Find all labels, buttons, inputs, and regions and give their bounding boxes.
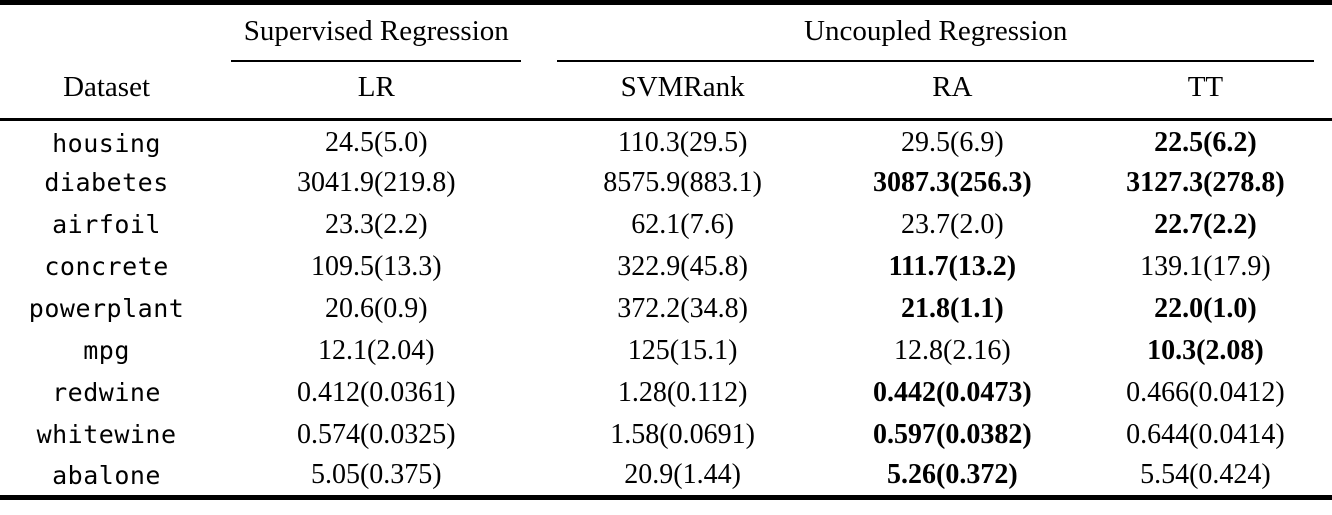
result-value: 8575.9(883.1) [603,166,762,198]
dataset-name: powerplant [28,294,185,323]
table-row: redwine 0.412(0.0361) 1.28(0.112) 0.442(0.0… [0,372,1332,414]
table-row: diabetes 3041.9(219.8) 8575.9(883.1) 3087.3… [0,162,1332,204]
table-row: concrete 109.5(13.3) 322.9(45.8) 111.7(13.2… [0,246,1332,288]
result-value: 5.05(0.375) [310,459,442,491]
result-value: 1.28(0.112) [617,376,748,408]
table-row: powerplant 20.6(0.9) 372.2(34.8) 21.8(1.1) 2… [0,288,1332,330]
column-header-svmrank: SVMRank [539,62,826,121]
column-header-dataset: Dataset [0,62,214,121]
result-value: 110.3(29.5) [617,127,748,159]
result-value: 0.574(0.0325) [296,418,456,450]
dataset-name: abalone [52,460,161,490]
group-header-supervised-regression: Supervised Regression [213,3,539,62]
result-value: 24.5(5.0) [324,127,428,159]
table-row: mpg 12.1(2.04) 125(15.1) 12.8(2.16) 10.3(2.0… [0,330,1332,372]
result-value: 0.466(0.0412) [1126,376,1285,408]
dataset-name: diabetes [44,168,169,197]
result-value: 20.6(0.9) [324,292,428,324]
column-header-tt: TT [1078,62,1332,121]
group-header-label: Uncoupled Regression [557,13,1314,62]
dataset-name: airfoil [52,210,161,239]
result-value: 62.1(7.6) [631,208,734,240]
result-value: 12.1(2.04) [317,334,435,366]
column-header-ra: RA [825,62,1079,121]
group-header-label: Supervised Regression [231,13,522,62]
result-value: 22.7(2.2) [1154,208,1257,240]
result-value: 0.412(0.0361) [296,376,456,408]
group-header-uncoupled-regression: Uncoupled Regression [539,3,1332,62]
group-header-row: Supervised Regression Uncoupled Regressi… [0,3,1332,63]
dataset-name: housing [52,128,161,158]
result-value: 322.9(45.8) [617,250,748,282]
result-value: 21.8(1.1) [901,292,1004,324]
result-value: 3041.9(219.8) [296,166,456,198]
result-value: 10.3(2.08) [1147,334,1264,366]
result-value: 372.2(34.8) [617,292,748,324]
result-value: 12.8(2.16) [894,334,1011,366]
column-header-lr: LR [213,62,540,121]
dataset-name: whitewine [36,420,177,449]
result-value: 23.3(2.2) [324,208,428,240]
result-value: 5.26(0.372) [887,459,1018,491]
result-value: 139.1(17.9) [1140,250,1271,282]
table-row: whitewine 0.574(0.0325) 1.58(0.0691) 0.597(… [0,414,1332,456]
table-body: housing 24.5(5.0) 110.3(29.5) 29.5(6.9) 22.5… [0,120,1332,498]
column-header-row: Dataset LR SVMRank RA TT [0,62,1332,121]
result-value: 109.5(13.3) [310,250,442,282]
result-value: 0.442(0.0473) [873,376,1032,408]
group-header-spacer [0,3,213,63]
result-value: 20.9(1.44) [624,459,741,491]
result-value: 3087.3(256.3) [873,166,1032,198]
table-row: abalone 5.05(0.375) 20.9(1.44) 5.26(0.372) 5… [0,456,1332,498]
result-value: 125(15.1) [627,334,738,366]
result-value: 29.5(6.9) [901,127,1004,159]
result-value: 22.5(6.2) [1154,127,1257,159]
result-value: 23.7(2.0) [901,208,1004,240]
result-value: 0.597(0.0382) [873,418,1032,450]
result-value: 3127.3(278.8) [1126,166,1285,198]
dataset-name: mpg [83,336,130,365]
result-value: 0.644(0.0414) [1126,418,1285,450]
dataset-name: redwine [52,378,161,407]
dataset-name: concrete [44,252,169,281]
result-value: 111.7(13.2) [888,250,1017,282]
results-table: Supervised Regression Uncoupled Regressi… [0,0,1332,500]
result-value: 1.58(0.0691) [610,418,755,450]
result-value: 22.0(1.0) [1154,292,1257,324]
table-row: housing 24.5(5.0) 110.3(29.5) 29.5(6.9) 22.5… [0,120,1332,162]
table-row: airfoil 23.3(2.2) 62.1(7.6) 23.7(2.0) 22.7(2… [0,204,1332,246]
result-value: 5.54(0.424) [1140,459,1271,491]
